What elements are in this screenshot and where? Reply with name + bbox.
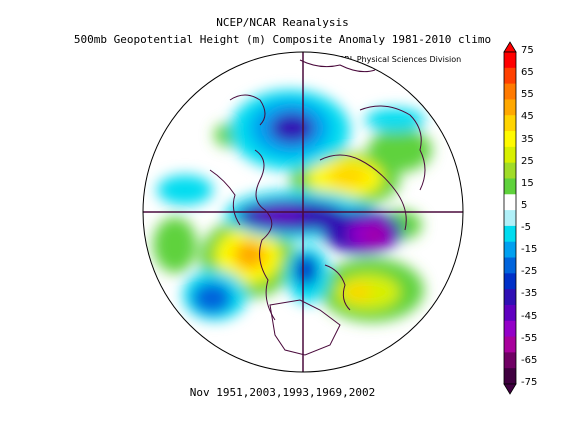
colorbar-tick-label: 65 xyxy=(521,67,534,79)
colorbar-tick-label: 15 xyxy=(521,177,534,189)
colorbar-arrow-top xyxy=(503,41,517,53)
colorbar-swatch xyxy=(504,304,516,322)
title-line-2: 500mb Geopotential Height (m) Composite … xyxy=(73,33,492,46)
colorbar-swatch xyxy=(504,336,516,353)
colorbar-swatch xyxy=(504,273,516,290)
anomaly-east-atlantic xyxy=(153,217,197,273)
colorbar-swatch xyxy=(504,83,516,100)
colorbar-swatch xyxy=(504,210,516,227)
colorbar-swatch xyxy=(504,368,516,385)
colorbar-tick-label: -25 xyxy=(521,266,538,278)
colorbar-swatch xyxy=(504,52,516,69)
colorbar-tick-label: -15 xyxy=(521,244,538,256)
colorbar-swatch xyxy=(504,162,516,179)
colorbar-swatch xyxy=(504,320,516,338)
colorbar-tick-label: -55 xyxy=(521,332,538,344)
colorbar-swatch xyxy=(504,225,516,243)
title-line-1: NCEP/NCAR Reanalysis xyxy=(216,16,349,29)
colorbar-swatch xyxy=(504,131,516,148)
colorbar-swatch xyxy=(504,241,516,259)
anomaly-western-europe xyxy=(294,254,318,286)
colorbar-tick-label: 45 xyxy=(521,111,534,123)
colorbar-tick-label: -35 xyxy=(521,288,538,300)
credit-label: NOAA/ESRL Physical Sciences Division xyxy=(308,55,462,64)
colorbar-swatch xyxy=(504,257,516,274)
map-border xyxy=(142,51,464,373)
colorbar xyxy=(503,41,517,395)
colorbar-swatch xyxy=(504,99,516,116)
colorbar-tick-label: 5 xyxy=(521,199,528,211)
colorbar-swatch xyxy=(504,146,516,164)
colorbar-tick-label: -5 xyxy=(521,222,531,234)
colorbar-tick-label: 35 xyxy=(521,133,534,145)
colorbar-tick-label: 55 xyxy=(521,89,534,101)
colorbar-swatch xyxy=(504,67,516,85)
colorbar-swatch xyxy=(504,115,516,132)
colorbar-swatch xyxy=(504,352,516,369)
colorbar-tick-label: -65 xyxy=(521,354,538,366)
colorbar-tick-label: -75 xyxy=(521,377,538,388)
colorbar-tick-label: -45 xyxy=(521,310,538,322)
colorbar-swatch xyxy=(504,178,516,195)
anomaly-arctic xyxy=(270,113,314,143)
colorbar-tick-label: 75 xyxy=(521,45,534,56)
colorbar-tick-label: 25 xyxy=(521,155,534,167)
caption: Nov 1951,2003,1993,1969,2002 xyxy=(189,386,376,399)
colorbar-arrow-bottom xyxy=(503,383,517,395)
colorbar-swatch xyxy=(504,194,516,211)
coastlines xyxy=(209,59,426,356)
anomaly-subtropics xyxy=(192,282,232,314)
colorbar-swatch xyxy=(504,289,516,306)
